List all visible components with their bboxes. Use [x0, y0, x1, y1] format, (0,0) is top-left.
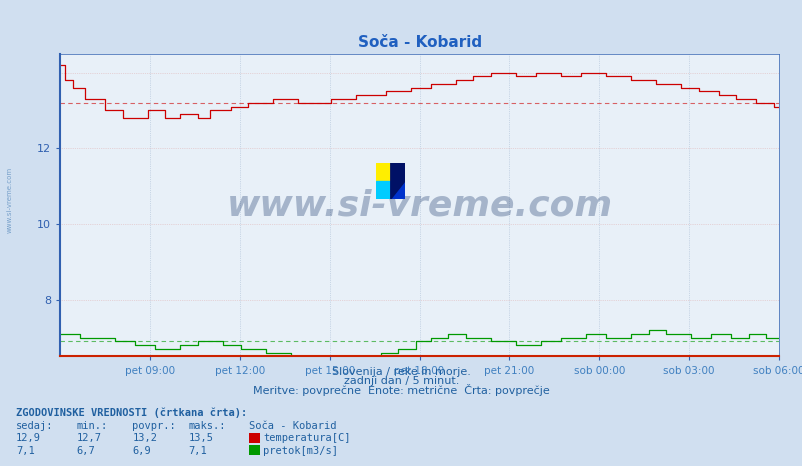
Text: 6,7: 6,7 — [76, 446, 95, 456]
Text: Meritve: povprečne  Enote: metrične  Črta: povprečje: Meritve: povprečne Enote: metrične Črta:… — [253, 384, 549, 396]
Text: min.:: min.: — [76, 421, 107, 431]
Text: ZGODOVINSKE VREDNOSTI (črtkana črta):: ZGODOVINSKE VREDNOSTI (črtkana črta): — [16, 407, 247, 418]
Text: sedaj:: sedaj: — [16, 421, 54, 431]
Text: povpr.:: povpr.: — [132, 421, 176, 431]
Text: maks.:: maks.: — [188, 421, 226, 431]
Text: 7,1: 7,1 — [16, 446, 34, 456]
Text: 7,1: 7,1 — [188, 446, 207, 456]
Text: 12,7: 12,7 — [76, 433, 101, 443]
Text: www.si-vreme.com: www.si-vreme.com — [6, 167, 12, 233]
Text: 13,5: 13,5 — [188, 433, 213, 443]
Text: www.si-vreme.com: www.si-vreme.com — [226, 188, 612, 222]
Text: Soča - Kobarid: Soča - Kobarid — [249, 421, 336, 431]
Text: 12,9: 12,9 — [16, 433, 41, 443]
Text: 13,2: 13,2 — [132, 433, 157, 443]
Text: 6,9: 6,9 — [132, 446, 151, 456]
Text: Slovenija / reke in morje.: Slovenija / reke in morje. — [332, 367, 470, 377]
Text: zadnji dan / 5 minut.: zadnji dan / 5 minut. — [343, 377, 459, 386]
Text: pretok[m3/s]: pretok[m3/s] — [263, 446, 338, 456]
Text: temperatura[C]: temperatura[C] — [263, 433, 350, 443]
Title: Soča - Kobarid: Soča - Kobarid — [357, 34, 481, 50]
